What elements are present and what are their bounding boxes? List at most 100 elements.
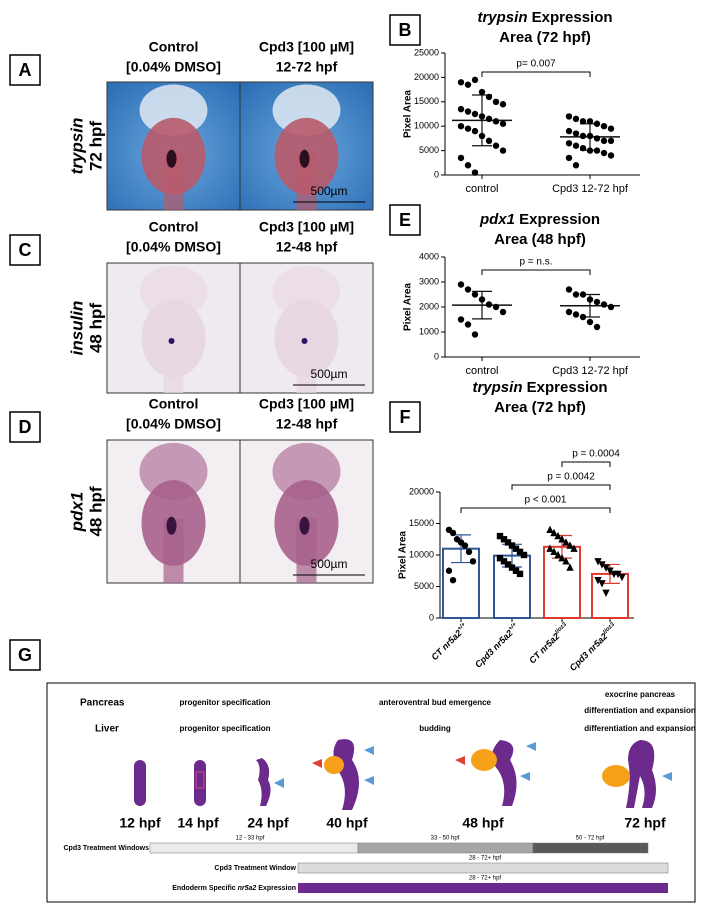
data-point <box>464 286 472 293</box>
data-point <box>586 132 594 140</box>
x-tick-label: Cpd3 12-72 hpf <box>552 183 629 195</box>
y-axis-label: Pixel Area <box>403 283 414 331</box>
data-point <box>594 558 602 566</box>
y-tick-label: 4000 <box>419 251 439 261</box>
window-range: 28 - 72+ hpf <box>469 876 502 882</box>
expression-window <box>298 883 668 893</box>
liver-stage: budding <box>419 724 451 733</box>
data-point <box>607 152 615 159</box>
scale-label: 500µm <box>311 184 348 198</box>
y-tick-label: 20000 <box>409 486 434 496</box>
chart-title-text: Expression <box>532 9 613 26</box>
row-gene: trypsin <box>67 118 86 175</box>
data-point <box>471 127 479 135</box>
data-point <box>579 291 587 298</box>
liver-stage: progenitor specification <box>179 724 270 733</box>
data-point <box>579 132 587 140</box>
panel-letter-box <box>9 411 41 443</box>
embryo-schematic <box>324 756 344 774</box>
stage-label: 12 hpf <box>119 815 161 831</box>
stain <box>166 516 177 535</box>
embryo-schematic <box>134 760 146 806</box>
x-tick-label-sup: +/+ <box>456 621 467 632</box>
data-point <box>579 313 587 321</box>
panel-letter: G <box>18 645 32 665</box>
pancreas-stage: exocrine pancreas <box>605 690 676 699</box>
panel-letter-box <box>389 401 421 433</box>
data-point <box>586 318 594 326</box>
y-tick-label: 0 <box>434 351 439 361</box>
row-label: Pancreas <box>80 698 125 709</box>
data-point <box>572 115 580 123</box>
data-point <box>602 564 610 572</box>
data-point <box>457 123 465 130</box>
data-point <box>606 567 614 575</box>
y-axis-label: Pixel Area <box>403 90 414 138</box>
data-point <box>593 323 601 331</box>
data-point <box>593 120 601 127</box>
data-point <box>565 127 573 135</box>
column-header: Cpd3 [100 µM] <box>259 39 354 55</box>
chart-title: trypsin Expression <box>472 379 607 396</box>
pancreas-stage: anteroventral bud emergence <box>379 698 492 707</box>
column-header: 12-48 hpf <box>276 416 338 432</box>
column-header: Cpd3 [100 µM] <box>259 396 354 412</box>
data-point <box>566 541 574 549</box>
embryo-schematic <box>491 740 517 806</box>
y-tick-label: 15000 <box>414 96 439 106</box>
panel-letter: D <box>19 417 32 437</box>
data-point <box>572 311 580 318</box>
window-label: Cpd3 Treatment Windows <box>63 845 149 852</box>
panel-letter: A <box>19 60 32 80</box>
data-point <box>565 154 573 162</box>
data-point <box>485 301 493 308</box>
column-header: [0.04% DMSO] <box>126 59 221 75</box>
stage-label: 40 hpf <box>326 815 368 831</box>
x-tick-label-sup: +/+ <box>507 621 518 632</box>
data-point <box>554 550 562 559</box>
embryo-schematic <box>333 739 359 810</box>
significance-bracket <box>511 484 611 490</box>
data-point <box>500 536 508 543</box>
window-range: 28 - 72+ hpf <box>469 856 502 862</box>
data-point <box>471 169 479 176</box>
data-point <box>485 115 493 123</box>
y-tick-label: 15000 <box>409 518 434 528</box>
row-stage: 48 hpf <box>86 486 105 536</box>
data-point <box>593 135 601 142</box>
embryo-schematic <box>526 742 536 751</box>
data-point <box>618 573 626 582</box>
x-tick-label: Cpd3 nr5a2+/+ <box>473 621 522 670</box>
embryo-schematic <box>455 756 465 765</box>
expression-label-part: Endoderm Specific <box>172 885 237 892</box>
data-point <box>558 553 566 562</box>
significance-label: p = 0.0042 <box>547 472 595 483</box>
data-point <box>586 147 594 154</box>
chart-subtitle: Area (72 hpf) <box>499 29 591 46</box>
embryo-head <box>139 442 208 501</box>
data-point <box>520 551 528 559</box>
data-point <box>464 321 472 328</box>
column-header: Control <box>149 39 199 55</box>
data-point <box>496 554 504 562</box>
y-tick-label: 0 <box>434 169 439 179</box>
stain <box>299 516 310 535</box>
significance-label: p = 0.0004 <box>572 449 620 460</box>
embryo-schematic <box>256 758 271 806</box>
y-tick-label: 2000 <box>419 301 439 311</box>
embryo-head <box>139 265 208 318</box>
x-tick-label: control <box>465 365 498 377</box>
data-point <box>546 525 554 533</box>
x-tick-label-sup: I/oz3 <box>554 621 568 635</box>
significance-bracket <box>561 461 611 467</box>
data-point <box>457 281 465 288</box>
data-point <box>565 113 573 120</box>
data-point <box>579 144 587 152</box>
data-point <box>550 528 558 537</box>
treatment-window <box>357 842 534 854</box>
chart-subtitle: Area (72 hpf) <box>494 399 586 416</box>
stage-label: 24 hpf <box>247 815 289 831</box>
data-point <box>512 545 520 552</box>
scale-label: 500µm <box>311 367 348 381</box>
embryo-schematic <box>471 749 497 771</box>
